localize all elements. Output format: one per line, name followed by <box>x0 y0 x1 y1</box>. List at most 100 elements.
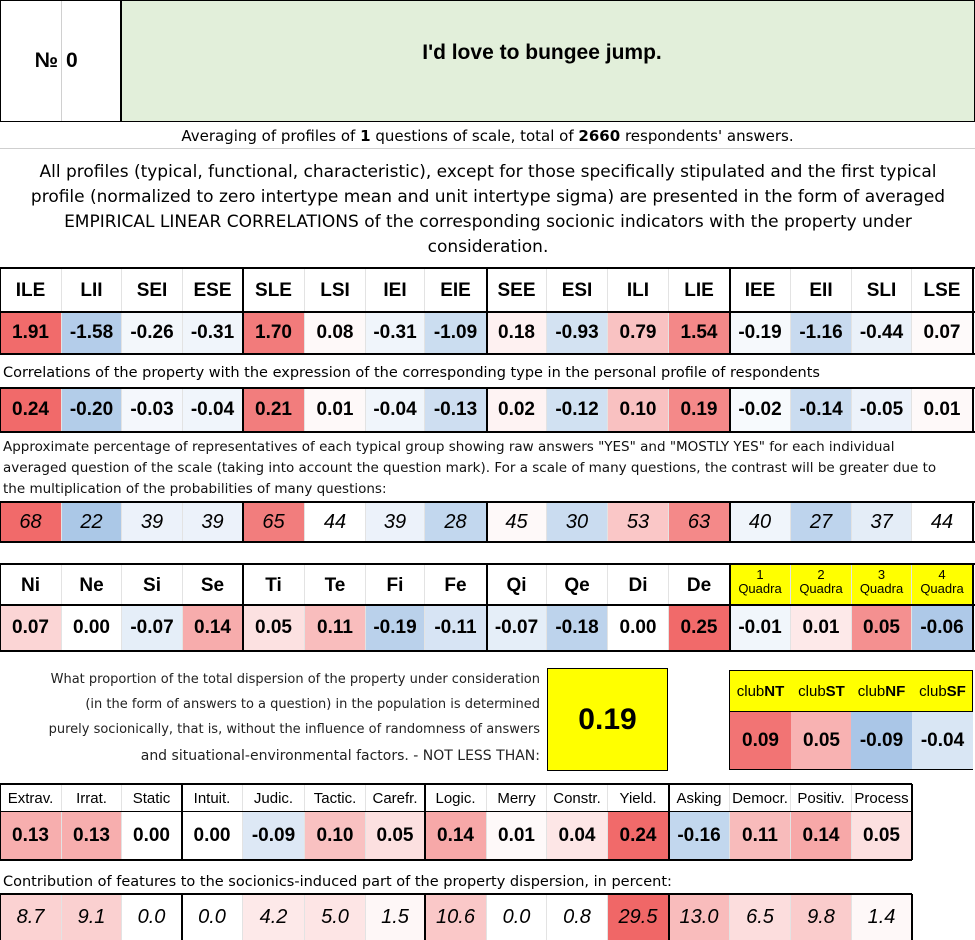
type-normalized-row: 1.91 -1.58 -0.26 -0.31 1.70 0.08 -0.31 -1.09 0.1… <box>0 313 975 353</box>
type-percentage-lse: 44 <box>912 503 973 542</box>
trait-contribution-carefr: 1.5 <box>366 894 425 940</box>
type-correlation-iee: -0.02 <box>730 389 791 431</box>
quadra-value-4: -0.06 <box>912 606 973 650</box>
description-text: All profiles (typical, functional, chara… <box>30 162 946 257</box>
type-correlation-sei: -0.03 <box>122 389 183 431</box>
function-header-ni: Ni <box>0 565 62 606</box>
type-correlation-see: 0.02 <box>487 389 547 431</box>
type-correlation-esi: -0.12 <box>547 389 608 431</box>
trait-contribution-tactic: 5.0 <box>305 894 366 940</box>
function-value-se: 0.14 <box>183 606 243 650</box>
type-correlation-eii: -0.14 <box>791 389 852 431</box>
type-correlation-ili: 0.10 <box>608 389 669 431</box>
type-header-eie: EIE <box>425 269 487 313</box>
type-normalized-lsi: 0.08 <box>305 313 366 353</box>
type-percentage-ese: 39 <box>183 503 243 542</box>
type-percentage-lii: 22 <box>62 503 122 542</box>
trait-value-democr: 0.11 <box>730 812 791 860</box>
function-header-di: Di <box>608 565 669 606</box>
function-header-fi: Fi <box>366 565 425 606</box>
dispersion-text: What proportion of the total dispersion … <box>48 672 540 764</box>
type-normalized-sli: -0.44 <box>852 313 912 353</box>
trait-header-asking: Asking <box>669 784 730 812</box>
type-correlation-lsi: 0.01 <box>305 389 366 431</box>
function-header-de: De <box>669 565 730 606</box>
club-value-row: 0.09 0.05 -0.09 -0.04 <box>729 712 973 770</box>
type-normalized-eii: -1.16 <box>791 313 852 353</box>
type-header-sle: SLE <box>243 269 305 313</box>
type-percentage-iei: 39 <box>366 503 425 542</box>
function-value-ti: 0.05 <box>243 606 305 650</box>
type-correlation-lie: 0.19 <box>669 389 730 431</box>
type-normalized-eie: -1.09 <box>425 313 487 353</box>
function-value-qe: -0.18 <box>547 606 608 650</box>
function-value-de: 0.25 <box>669 606 730 650</box>
trait-contribution-asking: 13.0 <box>669 894 730 940</box>
type-correlation-ile: 0.24 <box>0 389 62 431</box>
trait-header-merry: Merry <box>487 784 547 812</box>
type-header-ese: ESE <box>183 269 243 313</box>
type-percentage-ile: 68 <box>0 503 62 542</box>
trait-contribution-judic: 4.2 <box>243 894 305 940</box>
type-percentage-sei: 39 <box>122 503 183 542</box>
page-title: I'd love to bungee jump. <box>422 41 662 64</box>
type-correlation-ese: -0.04 <box>183 389 243 431</box>
trait-header-positiv: Positiv. <box>791 784 852 812</box>
type-normalized-iee: -0.19 <box>730 313 791 353</box>
type-normalized-sei: -0.26 <box>122 313 183 353</box>
type-normalized-iei: -0.31 <box>366 313 425 353</box>
type-percentage-esi: 30 <box>547 503 608 542</box>
trait-header-constr: Constr. <box>547 784 608 812</box>
type-correlation-iei: -0.04 <box>366 389 425 431</box>
type-correlation-lse: 0.01 <box>912 389 973 431</box>
type-correlation-eie: -0.13 <box>425 389 487 431</box>
trait-value-intuit: 0.00 <box>182 812 243 860</box>
trait-header-logic: Logic. <box>425 784 487 812</box>
function-header-qi: Qi <box>487 565 547 606</box>
type-percentage-lsi: 44 <box>305 503 366 542</box>
trait-header-yield: Yield. <box>608 784 669 812</box>
type-header-sli: SLI <box>852 269 912 313</box>
trait-header-extrav: Extrav. <box>0 784 62 812</box>
quadra-value-3: 0.05 <box>852 606 912 650</box>
function-header-qe: Qe <box>547 565 608 606</box>
trait-contribution-irrat: 9.1 <box>62 894 122 940</box>
type-percentage-eie: 28 <box>425 503 487 542</box>
type-normalized-lii: -1.58 <box>62 313 122 353</box>
function-value-te: 0.11 <box>305 606 366 650</box>
function-header-fe: Fe <box>425 565 487 606</box>
trait-header-tactic: Tactic. <box>305 784 366 812</box>
type-normalized-esi: -0.93 <box>547 313 608 353</box>
function-header-row: Ni Ne Si Se Ti Te Fi Fe Qi Qe Di De 1 Quadra 2 Quadra 3 Q… <box>0 565 975 606</box>
type-normalized-lie: 1.54 <box>669 313 730 353</box>
type-header-lie: LIE <box>669 269 730 313</box>
type-percentage-see: 45 <box>487 503 547 542</box>
type-percentage-iee: 40 <box>730 503 791 542</box>
function-value-fi: -0.19 <box>366 606 425 650</box>
trait-header-carefr: Carefr. <box>366 784 425 812</box>
club-value-nt: 0.09 <box>730 712 791 769</box>
type-normalized-see: 0.18 <box>487 313 547 353</box>
club-value-st: 0.05 <box>791 712 852 769</box>
quadra-value-1: -0.01 <box>730 606 791 650</box>
type-percentage-lie: 63 <box>669 503 730 542</box>
trait-header-irrat: Irrat. <box>62 784 122 812</box>
type-normalized-ese: -0.31 <box>183 313 243 353</box>
club-value-nf: -0.09 <box>851 712 912 769</box>
trait-value-yield: 0.24 <box>608 812 669 860</box>
quadra-header-4: 4 Quadra <box>912 565 973 606</box>
summary-line: Averaging of profiles of 1 questions of … <box>181 127 794 145</box>
trait-contribution-positiv: 9.8 <box>791 894 852 940</box>
type-header-iei: IEI <box>366 269 425 313</box>
trait-contribution-democr: 6.5 <box>730 894 791 940</box>
function-value-fe: -0.11 <box>425 606 487 650</box>
function-value-di: 0.00 <box>608 606 669 650</box>
type-normalized-lse: 0.07 <box>912 313 973 353</box>
respondents-count: 2660 <box>578 127 621 145</box>
trait-value-row: 0.13 0.13 0.00 0.00 -0.09 0.10 0.05 0.14 0.01 0.0… <box>0 812 975 860</box>
club-value-sf: -0.04 <box>912 712 973 769</box>
type-normalized-ili: 0.79 <box>608 313 669 353</box>
trait-value-constr: 0.04 <box>547 812 608 860</box>
correlation-note: Correlations of the property with the ex… <box>3 365 820 381</box>
type-header-row: ILE LII SEI ESE SLE LSI IEI EIE SEE ESI ILI LIE IEE E… <box>0 269 975 313</box>
